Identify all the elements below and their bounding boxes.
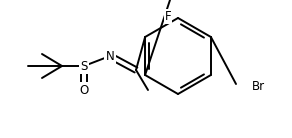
Text: F: F — [165, 10, 171, 23]
Text: S: S — [80, 59, 88, 72]
Text: N: N — [106, 50, 114, 63]
Text: Br: Br — [252, 79, 265, 92]
Text: O: O — [79, 83, 89, 96]
